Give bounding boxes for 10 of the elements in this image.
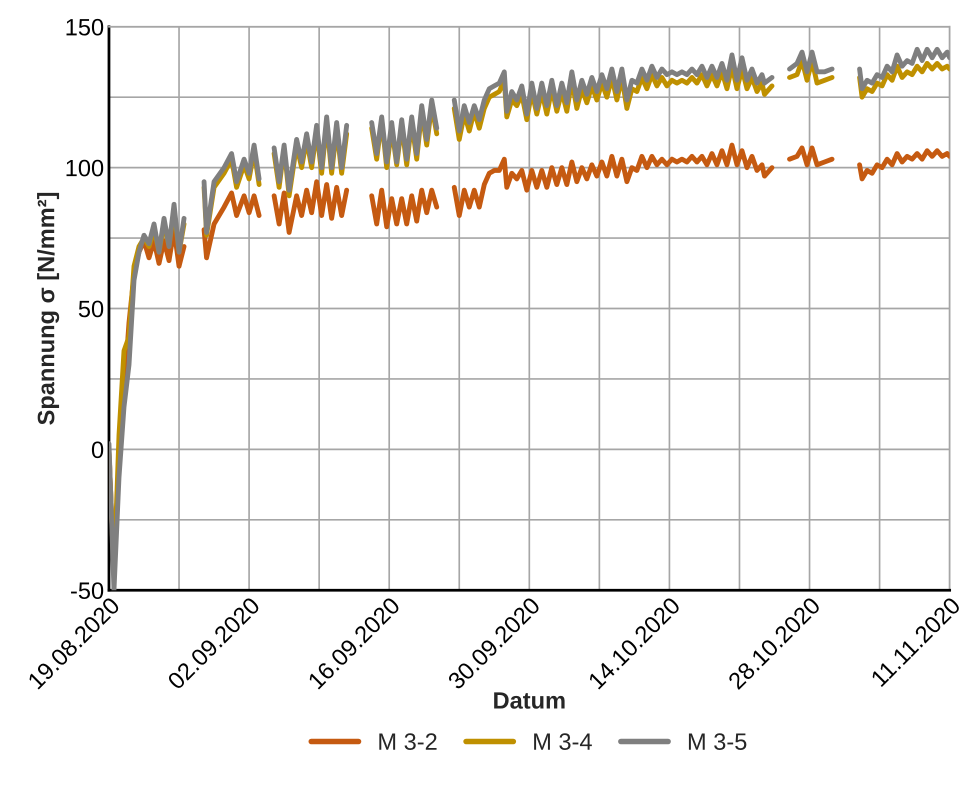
legend-label: M 3-2 [379,733,437,750]
y-tick-label: 100 [66,160,104,176]
legend-label: M 3-5 [688,733,746,750]
y-tick-label: 0 [92,441,104,458]
legend-label: M 3-4 [534,733,592,750]
y-tick-label: 150 [66,18,104,36]
y-tick-label: 50 [78,300,104,318]
y-tick-label: -50 [71,582,104,600]
y-axis-title: Spannung σ [N/mm²] [37,192,60,425]
x-axis-title: Datum [494,692,565,709]
